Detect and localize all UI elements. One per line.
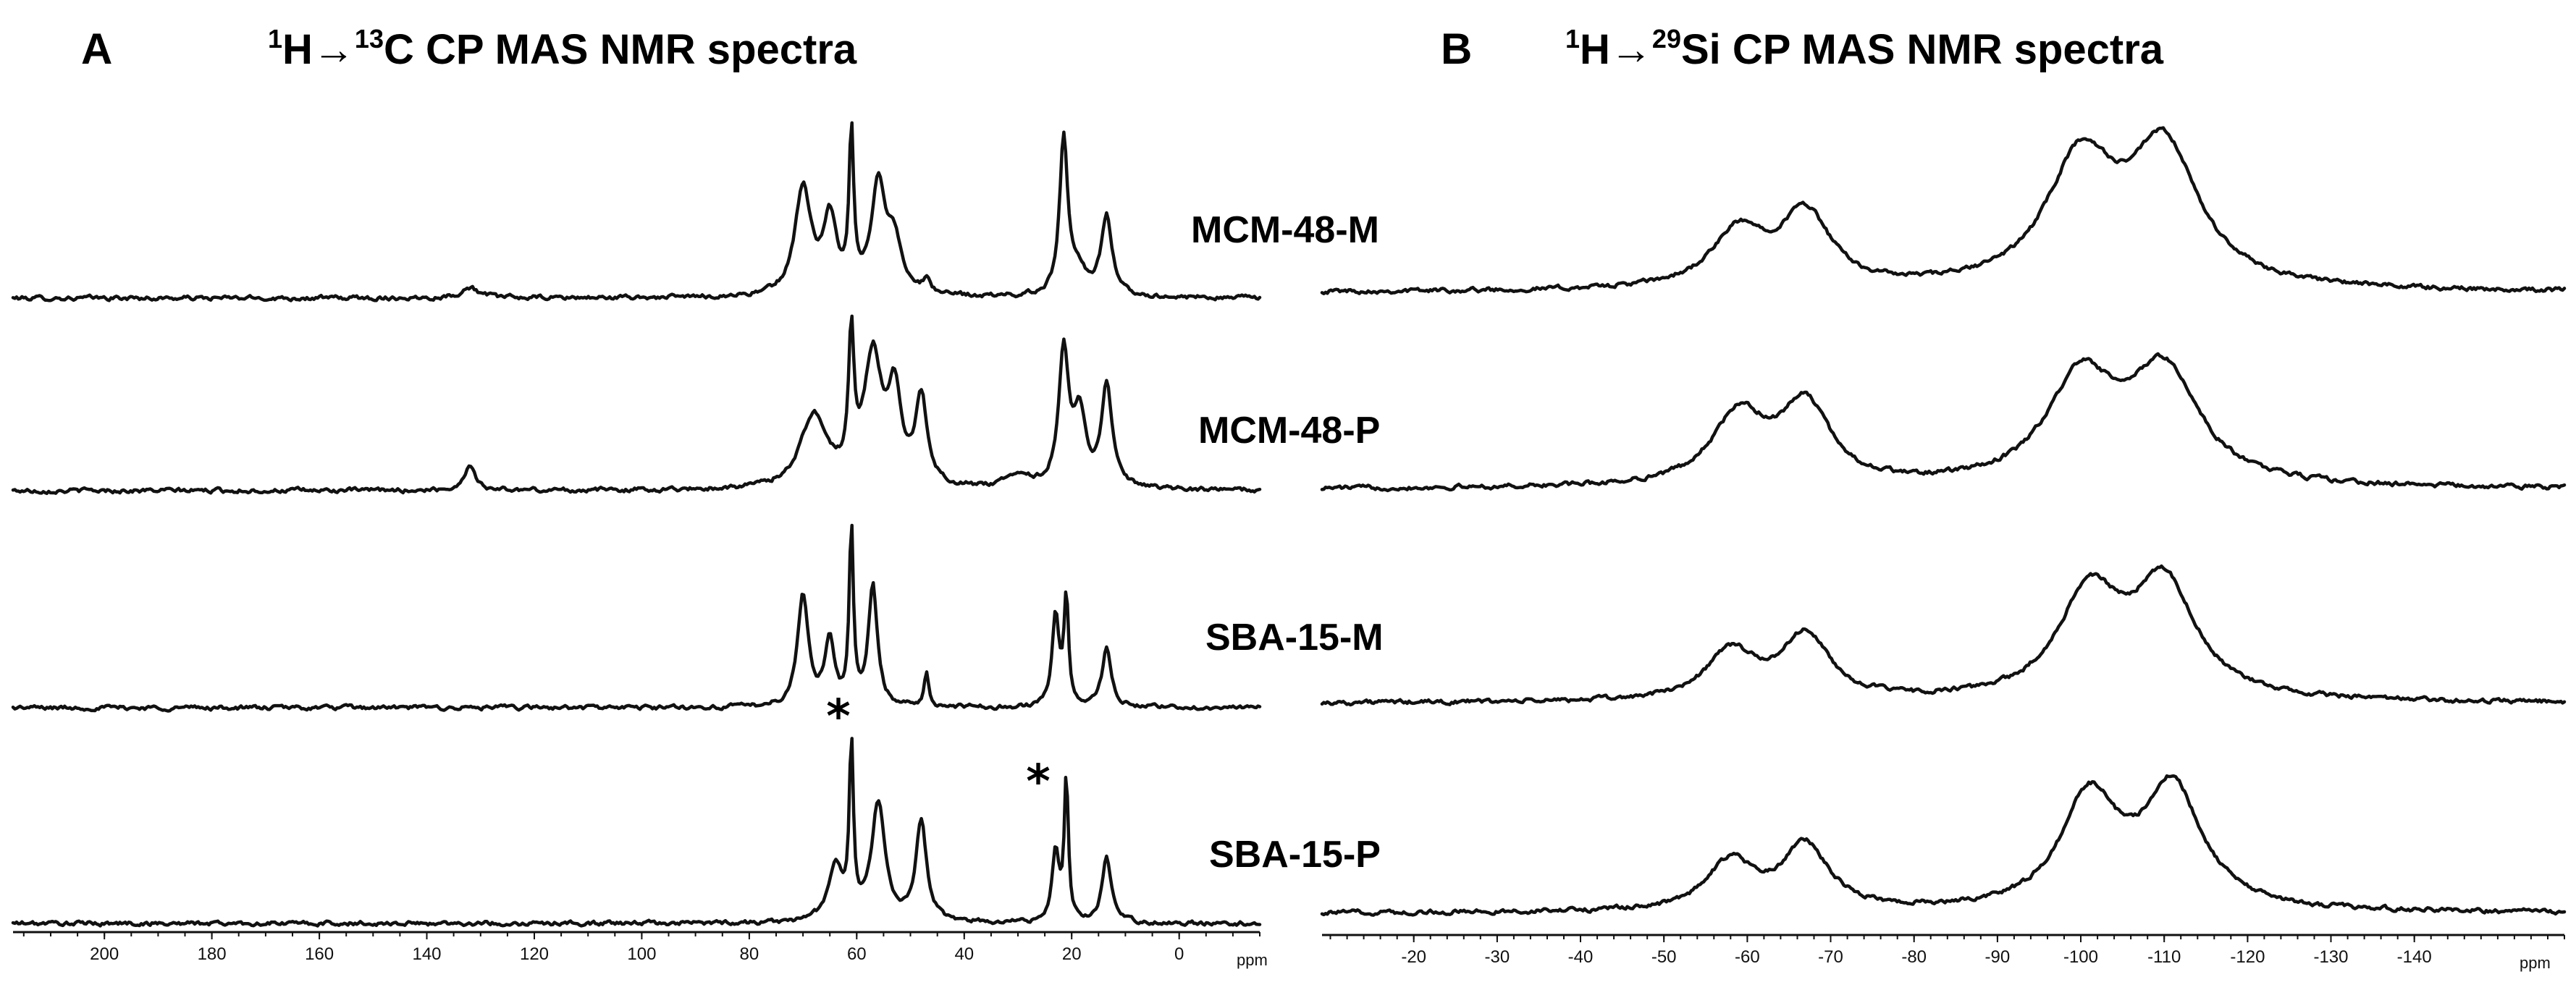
tick-label: -50 xyxy=(1651,947,1677,967)
spectrum-trace-sba-15-m xyxy=(1320,564,2567,707)
spectrum-trace-mcm-48-p xyxy=(11,314,1262,496)
panel-a-axis-unit: ppm xyxy=(1237,951,1268,969)
tick-label: -100 xyxy=(2063,947,2098,967)
panel-b-title-sup-2: 29 xyxy=(1652,24,1681,54)
panel-b-x-axis: ppm -20 -30 -40 -50 -60 -70 -80 -90 -100 -110 -120… xyxy=(1322,934,2565,972)
spectrum-trace-mcm-48-m xyxy=(1320,126,2567,295)
tick-label: 180 xyxy=(198,944,227,964)
tick-label: 40 xyxy=(954,944,974,964)
tick-label: -140 xyxy=(2397,947,2432,967)
panel-a-title-sup-2: 13 xyxy=(355,24,384,54)
tick-label: 80 xyxy=(740,944,759,964)
tick-label: 60 xyxy=(847,944,867,964)
spectrum-trace-sba-15-m xyxy=(11,523,1262,713)
spectrum-trace-sba-15-p xyxy=(1320,774,2567,917)
tick-label: -90 xyxy=(1985,947,2011,967)
panel-a-traces xyxy=(11,121,1262,928)
asterisk-peak-61ppm: * xyxy=(826,690,850,744)
tick-label: -70 xyxy=(1818,947,1843,967)
tick-label: -60 xyxy=(1735,947,1760,967)
spectrum-trace-mcm-48-m xyxy=(11,121,1262,302)
panel-b-title: 1H→29Si CP MAS NMR spectra xyxy=(1565,24,2164,73)
panel-a-letter: A xyxy=(81,25,112,73)
tick-label: 200 xyxy=(90,944,119,964)
panel-b-title-sup-1: 1 xyxy=(1565,24,1580,54)
tick-label: -30 xyxy=(1485,947,1510,967)
tick-label: -40 xyxy=(1568,947,1594,967)
sample-label-sba15p: SBA-15-P xyxy=(1209,834,1381,876)
tick-label: 140 xyxy=(412,944,441,964)
sample-label-mcm48p: MCM-48-P xyxy=(1198,410,1380,452)
spectrum-trace-sba-15-p xyxy=(11,737,1262,928)
panel-a-title-post: C CP MAS NMR spectra xyxy=(384,26,857,73)
panel-a-title-mid: H→ xyxy=(282,26,355,73)
panel-a-title-sup-1: 1 xyxy=(268,24,282,54)
panel-b-traces xyxy=(1320,126,2567,917)
panel-b-letter: B xyxy=(1441,25,1472,73)
spectrum-trace-mcm-48-p xyxy=(1320,352,2567,493)
panel-b-title-post: Si CP MAS NMR spectra xyxy=(1681,26,2164,73)
tick-label: 160 xyxy=(305,944,334,964)
tick-label: -20 xyxy=(1401,947,1426,967)
sample-label-mcm48m: MCM-48-M xyxy=(1191,209,1379,251)
tick-label: -130 xyxy=(2313,947,2348,967)
tick-label: 120 xyxy=(520,944,549,964)
tick-label: -120 xyxy=(2230,947,2265,967)
tick-label: 20 xyxy=(1062,944,1082,964)
tick-label: 0 xyxy=(1174,944,1184,964)
tick-label: 100 xyxy=(627,944,656,964)
sample-label-sba15m: SBA-15-M xyxy=(1205,617,1384,659)
panel-b-axis-unit: ppm xyxy=(2520,954,2551,972)
panel-a-title: 1H→13C CP MAS NMR spectra xyxy=(268,24,857,73)
tick-label: -110 xyxy=(2147,947,2181,967)
asterisk-peak-21ppm: * xyxy=(1026,756,1050,809)
tick-label: -80 xyxy=(1901,947,1927,967)
panel-a-x-axis: ppm 200 180 160 140 120 100 80 60 40 20 0 xyxy=(13,931,1268,969)
panel-b-title-mid: H→ xyxy=(1580,26,1652,73)
